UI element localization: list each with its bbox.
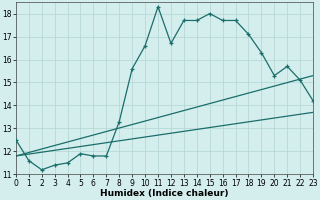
X-axis label: Humidex (Indice chaleur): Humidex (Indice chaleur) (100, 189, 229, 198)
